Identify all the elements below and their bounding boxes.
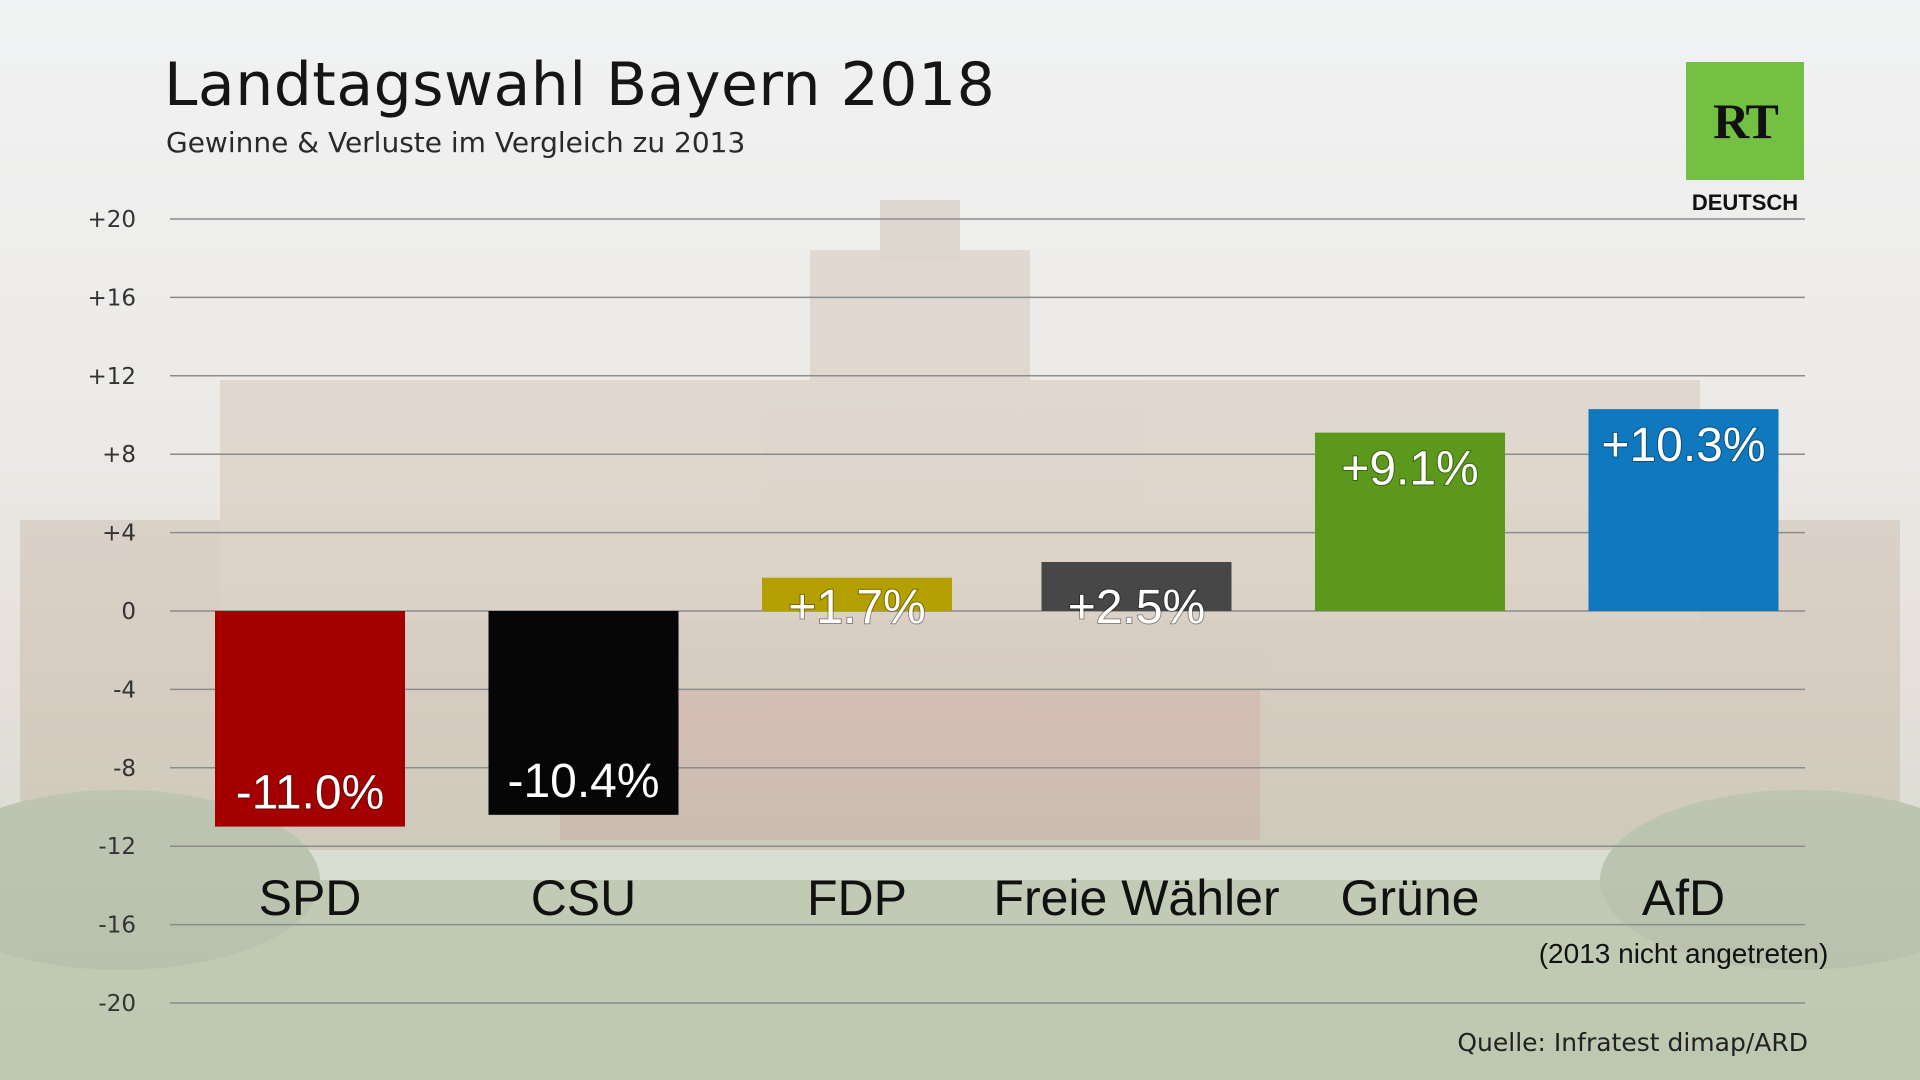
bar-value-label: -11.0%	[236, 767, 385, 820]
y-tick-label: 0	[121, 599, 136, 625]
bar-value-label: +2.5%	[1068, 581, 1205, 634]
y-tick-label: -16	[98, 913, 136, 939]
bar-csu	[488, 611, 679, 815]
bar-freie-wähler	[1041, 562, 1232, 611]
y-tick-label: -4	[113, 677, 136, 703]
category-label: Freie Wähler	[993, 870, 1279, 926]
y-tick-label: -12	[98, 834, 136, 860]
source-note: Quelle: Infratest dimap/ARD	[1457, 1028, 1808, 1057]
category-label: SPD	[259, 870, 362, 926]
category-label: AfD	[1642, 870, 1725, 926]
category-note: (2013 nicht angetreten)	[1539, 938, 1829, 969]
page-subtitle: Gewinne & Verluste im Vergleich zu 2013	[166, 126, 746, 159]
category-label: CSU	[531, 870, 637, 926]
y-tick-label: +8	[102, 442, 136, 468]
bar-grüne	[1315, 432, 1505, 611]
rt-logo-label: DEUTSCH	[1691, 190, 1799, 215]
page-title: Landtagswahl Bayern 2018	[164, 50, 996, 120]
y-tick-label: -20	[98, 991, 136, 1017]
bar-value-label: +9.1%	[1341, 443, 1478, 496]
y-tick-label: +16	[87, 285, 136, 311]
rt-logo-mark: RT	[1713, 93, 1779, 149]
bar-value-label: +10.3%	[1601, 419, 1765, 472]
bar-afd	[1588, 409, 1779, 611]
bar-value-label: -10.4%	[507, 755, 659, 808]
category-label: Grüne	[1341, 870, 1480, 926]
y-tick-label: -8	[113, 756, 136, 782]
y-tick-label: +4	[102, 521, 136, 547]
category-label: FDP	[807, 870, 907, 926]
y-tick-label: +12	[87, 364, 136, 390]
bar-fdp	[762, 577, 952, 611]
y-tick-label: +20	[87, 207, 136, 233]
bar-value-label: +1.7%	[788, 581, 925, 634]
bar-spd	[215, 611, 405, 827]
rt-logo: RT	[1686, 62, 1804, 180]
